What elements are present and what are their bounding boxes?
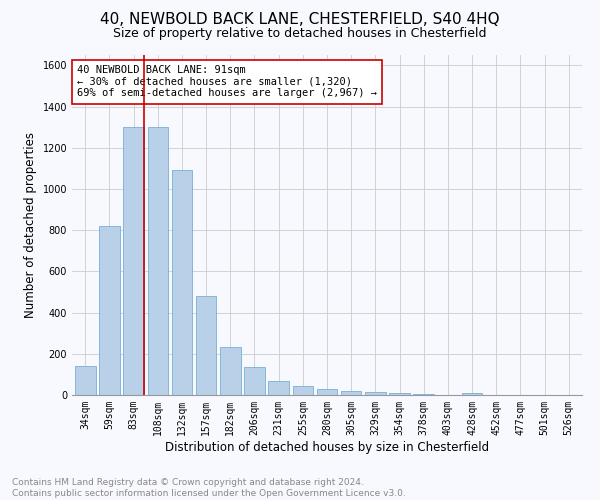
Bar [389, 393, 410, 395]
Bar [124, 127, 144, 395]
Bar [365, 392, 386, 395]
Bar [220, 346, 241, 395]
Bar [75, 366, 95, 395]
Bar [413, 394, 434, 395]
Text: 40, NEWBOLD BACK LANE, CHESTERFIELD, S40 4HQ: 40, NEWBOLD BACK LANE, CHESTERFIELD, S40… [100, 12, 500, 28]
Bar [293, 386, 313, 395]
Bar [244, 367, 265, 395]
Bar [268, 380, 289, 395]
Bar [99, 226, 120, 395]
Bar [172, 170, 192, 395]
Bar [341, 391, 361, 395]
Y-axis label: Number of detached properties: Number of detached properties [24, 132, 37, 318]
Text: Size of property relative to detached houses in Chesterfield: Size of property relative to detached ho… [113, 28, 487, 40]
X-axis label: Distribution of detached houses by size in Chesterfield: Distribution of detached houses by size … [165, 440, 489, 454]
Bar [148, 127, 168, 395]
Bar [462, 394, 482, 395]
Bar [317, 389, 337, 395]
Bar [196, 296, 217, 395]
Text: 40 NEWBOLD BACK LANE: 91sqm
← 30% of detached houses are smaller (1,320)
69% of : 40 NEWBOLD BACK LANE: 91sqm ← 30% of det… [77, 65, 377, 98]
Text: Contains HM Land Registry data © Crown copyright and database right 2024.
Contai: Contains HM Land Registry data © Crown c… [12, 478, 406, 498]
